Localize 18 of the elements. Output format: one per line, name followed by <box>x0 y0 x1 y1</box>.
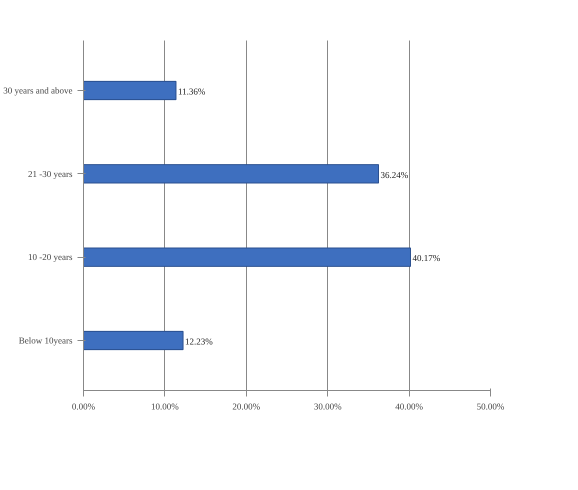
y-tick-label: 21 -30 years <box>28 168 73 179</box>
bar <box>84 330 184 350</box>
bar <box>84 80 176 100</box>
bar <box>84 248 411 267</box>
data-label: 36.24% <box>380 170 409 180</box>
data-label: 11.36% <box>178 86 206 96</box>
x-tick-label: 40.00% <box>395 402 424 412</box>
x-tick-label: 50.00% <box>476 402 505 412</box>
x-tick-label: 20.00% <box>232 402 261 412</box>
x-tick-label: 30.00% <box>314 402 342 412</box>
y-tick-label: Below 10years <box>18 336 73 346</box>
data-label: 12.23% <box>185 336 214 346</box>
x-tick-label: 10.00% <box>151 402 180 412</box>
bar <box>84 164 379 184</box>
y-tick-label: 30 years and above <box>3 86 73 96</box>
y-tick-label: 10 -20 years <box>28 252 73 262</box>
x-tick-label: 0.00% <box>72 402 96 412</box>
data-label: 40.17% <box>412 253 441 264</box>
